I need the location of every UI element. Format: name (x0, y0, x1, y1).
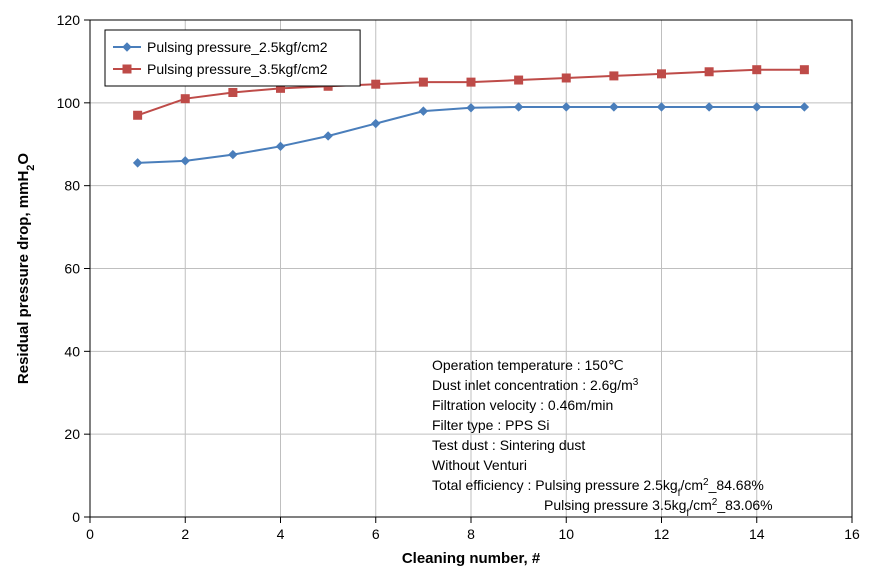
y-tick-label: 100 (57, 95, 81, 111)
marker-square (753, 66, 761, 74)
x-tick-label: 12 (654, 526, 670, 542)
marker-square (562, 74, 570, 82)
annotation-line: Without Venturi (432, 457, 527, 473)
marker-square (515, 76, 523, 84)
legend: Pulsing pressure_2.5kgf/cm2 Pulsing press… (105, 30, 360, 86)
chart-container: 0 20 40 60 80 100 120 0 2 4 6 8 10 12 14 16 Cleaning num… (0, 0, 882, 577)
chart-svg: 0 20 40 60 80 100 120 0 2 4 6 8 10 12 14 16 Cleaning num… (0, 0, 882, 577)
marker-square (123, 65, 131, 73)
marker-square (372, 80, 380, 88)
y-axis-label: Residual pressure drop, mmH2O (15, 153, 37, 385)
x-tick-label: 16 (844, 526, 860, 542)
x-tick-label: 4 (277, 526, 285, 542)
x-tick-label: 14 (749, 526, 765, 542)
y-tick-label: 40 (64, 343, 80, 359)
x-tick-label: 10 (558, 526, 574, 542)
marker-square (229, 88, 237, 96)
x-tick-label: 0 (86, 526, 94, 542)
marker-square (467, 78, 475, 86)
annotation-line: Dust inlet concentration : 2.6g/m3 (432, 377, 639, 394)
annotation-line: Test dust : Sintering dust (432, 437, 585, 453)
x-tick-label: 6 (372, 526, 380, 542)
marker-square (800, 66, 808, 74)
y-tick-label: 120 (57, 12, 81, 28)
y-tick-label: 20 (64, 426, 80, 442)
marker-square (419, 78, 427, 86)
legend-label: Pulsing pressure_3.5kgf/cm2 (147, 61, 328, 77)
y-tick-label: 80 (64, 178, 80, 194)
marker-square (181, 95, 189, 103)
x-tick-label: 8 (467, 526, 475, 542)
annotation-line: Filtration velocity : 0.46m/min (432, 397, 613, 413)
marker-square (134, 111, 142, 119)
marker-square (705, 68, 713, 76)
annotation-line: Filter type : PPS Si (432, 417, 549, 433)
annotation-line: Operation temperature : 150℃ (432, 357, 624, 373)
marker-square (610, 72, 618, 80)
y-tick-label: 60 (64, 261, 80, 277)
y-tick-label: 0 (72, 509, 80, 525)
marker-square (658, 70, 666, 78)
x-tick-label: 2 (181, 526, 189, 542)
legend-label: Pulsing pressure_2.5kgf/cm2 (147, 39, 328, 55)
x-axis-label: Cleaning number, # (402, 550, 541, 567)
